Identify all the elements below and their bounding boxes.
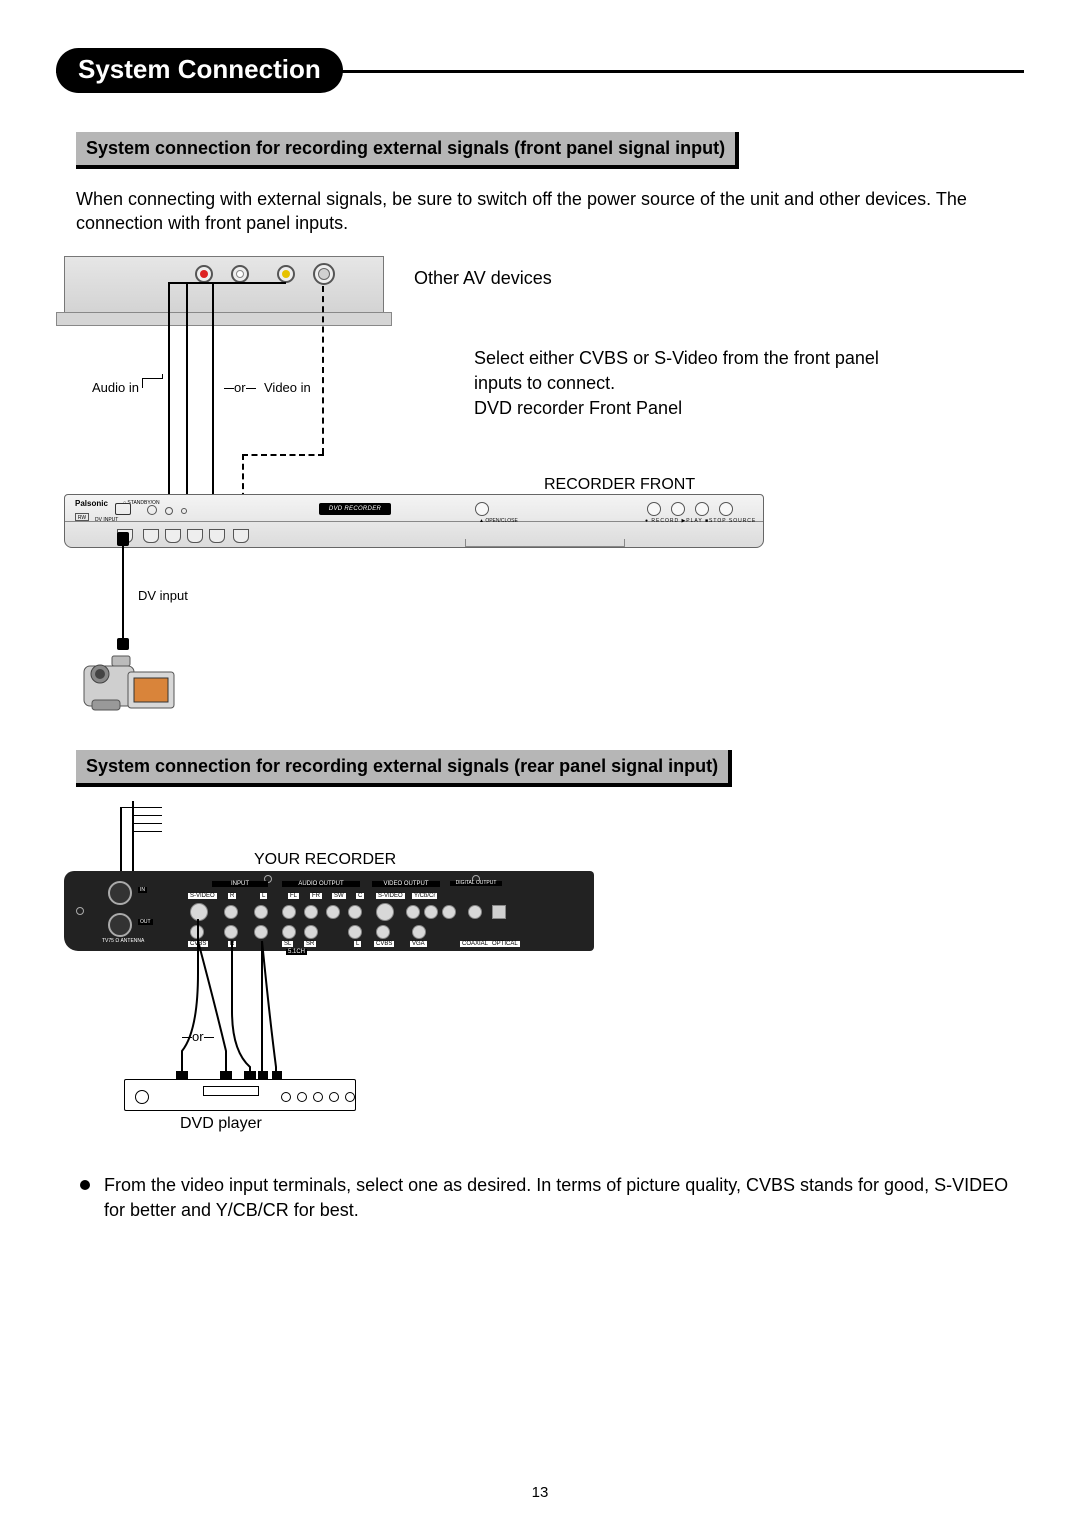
dvd-b3 — [313, 1092, 323, 1102]
dvd-b5 — [345, 1092, 355, 1102]
rear-cables-svg — [64, 801, 594, 1101]
bracket-a3 — [162, 374, 163, 379]
section1-heading: System connection for recording external… — [76, 132, 739, 169]
page-title-bar: System Connection — [56, 48, 1024, 92]
manual-page: System Connection System connection for … — [0, 0, 1080, 1527]
bullet-note: From the video input terminals, select o… — [80, 1173, 1024, 1223]
dvd-b1 — [281, 1092, 291, 1102]
front-panel-diagram: Other AV devices Select either CVBS or S… — [64, 256, 1024, 726]
cable-video — [212, 282, 214, 528]
front-port-5 — [233, 529, 249, 543]
rear-panel-diagram: YOUR RECORDER IN OUT TV75 Ω ANTENNA INPU… — [64, 801, 764, 1161]
recorder-hole2 — [165, 507, 173, 515]
rca-yellow-jack — [277, 265, 295, 283]
open-close-label: ▲ OPEN/CLOSE — [479, 518, 518, 524]
label-video-in: Video in — [264, 380, 311, 395]
cable-audio-l — [168, 282, 170, 528]
label-front-panel: DVD recorder Front Panel — [474, 398, 682, 418]
bracket-a1 — [142, 378, 143, 388]
page-number: 13 — [0, 1484, 1080, 1501]
av-device-base — [56, 312, 392, 326]
recorder-dv-label: DV INPUT — [95, 517, 118, 523]
dvd-player — [124, 1079, 356, 1111]
dv-cable — [122, 544, 124, 646]
label-dv-input: DV input — [138, 588, 188, 603]
or-text-2: or — [192, 1029, 204, 1044]
label-select-text: Select either CVBS or S-Video from the f… — [474, 346, 914, 422]
recorder-front-panel: Palsonic ○ STANDBY/ON RW DV INPUT DVD RE… — [64, 494, 764, 548]
recorder-model-badge: DVD RECORDER — [319, 503, 391, 515]
bracket-a2 — [142, 378, 162, 379]
dvd-b2 — [297, 1092, 307, 1102]
label-or: or — [224, 380, 256, 395]
camcorder-icon — [82, 646, 186, 720]
label-recorder-front: RECORDER FRONT — [544, 474, 695, 496]
rca-red-jack — [195, 265, 213, 283]
dv-plug-top — [117, 532, 129, 546]
rca-white-jack — [231, 265, 249, 283]
section2-heading: System connection for recording external… — [76, 750, 732, 787]
dvd-power-icon — [135, 1090, 149, 1104]
section1-intro: When connecting with external signals, b… — [76, 187, 1024, 236]
svideo-jack — [313, 263, 335, 285]
stop-button — [695, 502, 709, 516]
label-audio-in: Audio in — [92, 380, 139, 395]
label-other-av: Other AV devices — [414, 266, 552, 291]
play-button — [671, 502, 685, 516]
recorder-tray — [465, 539, 625, 547]
hole-jack-icon — [181, 508, 187, 514]
bullet-icon — [80, 1180, 90, 1190]
record-button — [647, 502, 661, 516]
cable-audio-r — [186, 282, 188, 528]
front-port-2 — [165, 529, 181, 543]
recorder-rw-badge: RW — [75, 513, 89, 521]
or-text-1: or — [234, 380, 246, 395]
label-dvd-player: DVD player — [180, 1115, 262, 1133]
av-device — [64, 256, 384, 318]
recorder-button-labels: ● RECORD ▶PLAY ■STOP SOURCE — [645, 518, 756, 524]
source-button — [719, 502, 733, 516]
cable-video-h — [212, 282, 286, 284]
svideo-cable-h — [242, 454, 324, 456]
open-close-button — [475, 502, 489, 516]
bullet-text: From the video input terminals, select o… — [104, 1173, 1024, 1223]
recorder-brand: Palsonic — [75, 499, 108, 508]
label-or-2: or — [182, 1029, 214, 1044]
dvd-b4 — [329, 1092, 339, 1102]
recorder-hole1 — [147, 505, 157, 515]
front-port-4 — [209, 529, 225, 543]
recorder-dv-port — [115, 503, 131, 515]
page-title: System Connection — [56, 48, 343, 93]
svideo-cable-v1 — [322, 286, 324, 454]
label-select-line1: Select either CVBS or S-Video from the f… — [474, 348, 879, 393]
front-port-1 — [143, 529, 159, 543]
front-port-3 — [187, 529, 203, 543]
dvd-tray-icon — [203, 1086, 259, 1096]
